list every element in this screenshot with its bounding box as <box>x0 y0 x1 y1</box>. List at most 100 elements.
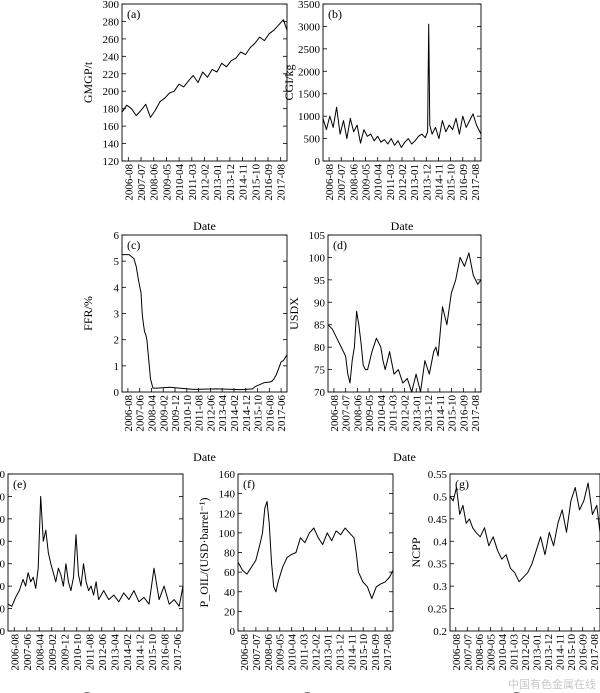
watermark: 中国有色金属在线 <box>508 677 596 691</box>
x-tick-label: 2011-08 <box>194 395 206 432</box>
x-tick-label: 2014-11 <box>433 164 445 200</box>
x-tick-label: 2006-08 <box>324 164 336 201</box>
panel-label: (e) <box>13 477 26 491</box>
x-tick-label: 2007-07 <box>341 395 353 432</box>
x-tick-label: 2013-01 <box>212 164 224 201</box>
y-axis-label: P_OIL/(USD·barrel⁻¹) <box>197 498 211 608</box>
x-axis-label: Date <box>393 450 416 464</box>
y-tick-label: 5 <box>114 256 120 268</box>
x-tick-label: 2006-08 <box>9 634 21 671</box>
y-axis-label: CGI/kg <box>282 65 296 101</box>
series-line-b <box>322 23 482 148</box>
y-tick-label: 105 <box>309 230 326 242</box>
y-tick-label: 85 <box>314 320 326 332</box>
chart-panel-e: 0102030405060702006-082007-062008-042009… <box>0 469 184 693</box>
x-tick-label: 2014-02 <box>229 395 241 432</box>
y-tick-label: 1000 <box>298 111 321 123</box>
x-tick-label: 2010-04 <box>376 395 388 432</box>
y-tick-label: 3500 <box>298 0 321 11</box>
x-tick-label: 2007-07 <box>136 164 148 201</box>
x-tick-label: 2010-04 <box>373 164 385 201</box>
x-tick-label: 2012-06 <box>97 634 109 671</box>
y-tick-label: 0 <box>0 626 6 638</box>
y-tick-label: 2000 <box>298 66 321 78</box>
y-tick-label: 180 <box>103 104 120 116</box>
panel-label: (d) <box>333 238 347 252</box>
y-tick-label: 60 <box>224 567 236 579</box>
x-tick-label: 2013-12 <box>543 634 555 671</box>
x-tick-label: 2014-11 <box>435 395 447 431</box>
x-tick-label: 2012-02 <box>397 164 409 201</box>
x-axis-label: Date <box>514 689 537 693</box>
x-tick-label: 2014-12 <box>241 395 253 432</box>
x-tick-label: 2007-07 <box>462 634 474 671</box>
y-tick-label: 0.35 <box>428 559 448 571</box>
series-line-f <box>237 501 394 600</box>
x-tick-label: 2007-06 <box>135 395 147 432</box>
chart-panel-b: 0 500 1000 1500 2000 2500 3000 3500 2006-08 2007-… <box>282 0 482 233</box>
x-tick-label: 2016-09 <box>458 395 470 432</box>
y-tick-label: 0.25 <box>428 604 448 616</box>
series-line-a <box>121 19 288 118</box>
x-tick-label: 2006-08 <box>123 164 135 201</box>
x-tick-label: 2015-10 <box>446 164 458 201</box>
y-tick-label: 0.4 <box>433 536 447 548</box>
y-tick-label: 6 <box>114 230 120 242</box>
x-tick-label: 2007-07 <box>251 634 263 671</box>
y-tick-label: 0.3 <box>433 581 447 593</box>
x-tick-label: 2016-09 <box>578 634 590 671</box>
x-tick-label: 2013-01 <box>411 395 423 432</box>
x-tick-label: 2009-12 <box>59 634 71 671</box>
y-axis-label: GMGP/t <box>81 61 95 103</box>
x-tick-label: 2007-07 <box>336 164 348 201</box>
x-tick-label: 2009-05 <box>364 395 376 432</box>
x-tick-label: 2015-10 <box>358 634 370 671</box>
x-tick-label: 2013-04 <box>109 634 121 671</box>
y-tick-label: 240 <box>103 51 120 63</box>
x-axis-label: Date <box>304 689 327 693</box>
x-tick-label: 2016-09 <box>458 164 470 201</box>
y-tick-label: 80 <box>224 548 236 560</box>
x-tick-label: 2006-08 <box>329 395 341 432</box>
y-tick-label: 0 <box>230 626 236 638</box>
x-tick-label: 2017-08 <box>470 164 482 201</box>
y-axis-label: NCPP <box>409 537 423 567</box>
x-tick-label: 2017-08 <box>276 164 288 201</box>
x-tick-label: 2014-12 <box>134 634 146 671</box>
panel-label: (g) <box>455 477 469 491</box>
x-tick-label: 2010-04 <box>287 634 299 671</box>
y-tick-label: 70 <box>0 469 6 481</box>
y-tick-label: 100 <box>309 252 326 264</box>
series-line-c <box>122 254 288 391</box>
x-tick-label: 2016-08 <box>159 634 171 671</box>
y-tick-label: 20 <box>224 606 236 618</box>
y-tick-label: 80 <box>314 342 326 354</box>
x-tick-label: 2014-11 <box>346 634 358 670</box>
x-tick-label: 2009-05 <box>361 164 373 201</box>
x-tick-label: 2010-10 <box>72 634 84 671</box>
x-tick-label: 2007-06 <box>22 634 34 671</box>
series-line-g <box>449 482 600 583</box>
y-tick-label: 40 <box>0 536 6 548</box>
x-tick-label: 2009-05 <box>485 634 497 671</box>
y-tick-label: 0.45 <box>428 514 448 526</box>
y-tick-label: 10 <box>0 604 6 616</box>
x-axis-label: Date <box>391 219 414 233</box>
x-tick-label: 2013-01 <box>409 164 421 201</box>
x-tick-label: 2015-10 <box>566 634 578 671</box>
x-tick-label: 2006-08 <box>451 634 463 671</box>
y-tick-label: 200 <box>103 86 120 98</box>
panel-label: (f) <box>243 477 255 491</box>
y-tick-label: 120 <box>219 508 236 520</box>
x-tick-label: 2012-02 <box>400 395 412 432</box>
y-tick-label: 30 <box>0 559 6 571</box>
y-tick-label: 50 <box>0 514 6 526</box>
y-tick-label: 120 <box>103 156 120 168</box>
y-tick-label: 0.5 <box>433 491 447 503</box>
x-tick-label: 2013-12 <box>334 634 346 671</box>
plot-frame <box>121 234 288 393</box>
x-tick-label: 2015-10 <box>253 395 265 432</box>
x-tick-label: 2006-08 <box>123 395 135 432</box>
